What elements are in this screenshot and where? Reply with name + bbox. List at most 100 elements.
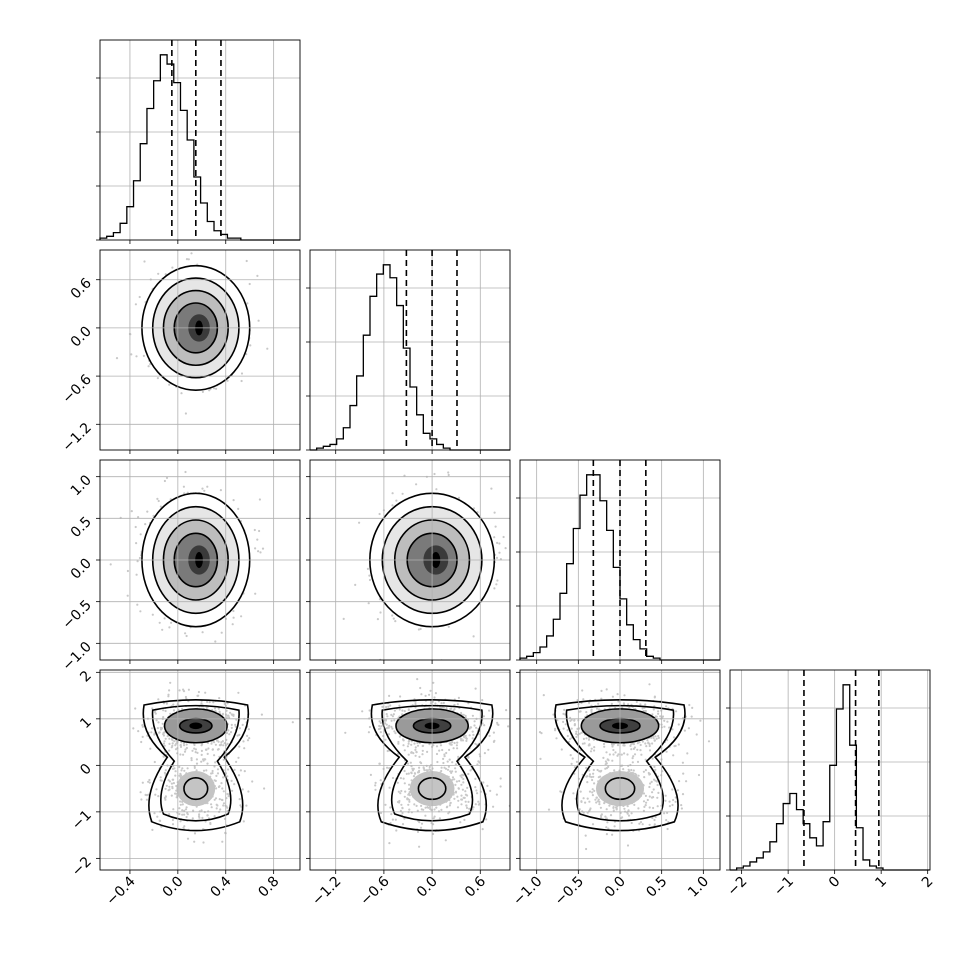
contour-panel-2-0: −1.0−0.50.00.51.0 [59,459,301,674]
contour-line [151,704,240,822]
contour-panel-3-1: −1.2 −0.6 0.0 0.6 [306,669,511,909]
scatter-point [424,694,427,698]
scatter-point [642,770,646,773]
scatter-point [179,803,182,806]
scatter-point [180,774,183,777]
scatter-point [475,726,478,729]
scatter-point [465,804,468,807]
scatter-point [446,760,449,763]
scatter-point [406,745,409,748]
scatter-point [214,743,217,746]
scatter-point [593,746,596,749]
scatter-point [585,775,588,778]
scatter-point [414,748,417,752]
scatter-point [646,798,649,802]
scatter-point [206,752,209,756]
scatter-point [451,776,455,779]
scatter-point [415,483,418,486]
scatter-point [413,772,417,775]
scatter-point [395,829,398,832]
scatter-point [217,748,220,751]
scatter-point [674,796,677,799]
scatter-point [456,741,459,744]
scatter-point [220,782,223,785]
scatter-point [170,746,173,749]
scatter-point [593,782,596,785]
scatter-point [388,842,391,845]
scatter-point [393,709,396,712]
scatter-point [443,755,446,758]
scatter-point [258,529,261,533]
scatter-point [222,790,225,793]
scatter-point [241,723,244,727]
scatter-point [384,722,387,725]
scatter-point [421,753,424,756]
scatter-point [450,707,453,710]
scatter-point [182,222,184,224]
scatter-point [445,707,448,710]
scatter-point [168,689,171,692]
scatter-point [242,820,245,823]
scatter-point [168,742,171,746]
scatter-point [447,765,450,768]
scatter-point [666,739,669,742]
scatter-point [386,749,389,753]
scatter-point [563,708,566,712]
scatter-point [159,728,163,731]
scatter-point [247,728,250,731]
scatter-point [420,693,423,696]
scatter-point [191,749,194,752]
scatter-point [200,749,203,753]
scatter-point [226,379,229,382]
scatter-point [428,693,431,696]
scatter-point [678,780,681,783]
scatter-point [432,744,435,747]
scatter-point [158,621,161,624]
scatter-point [623,694,626,697]
scatter-point [412,752,415,755]
panel-frame [309,249,511,451]
scatter-point [656,783,659,787]
scatter-point [433,815,436,818]
scatter-point [369,773,372,777]
scatter-point [137,516,140,519]
scatter-point [184,748,187,751]
scatter-point [164,709,167,713]
scatter-point [707,740,711,743]
scatter-point [629,744,632,748]
scatter-point [210,772,213,775]
scatter-point [435,488,438,491]
scatter-point [451,741,454,744]
scatter-point [388,786,391,789]
scatter-point [440,702,443,705]
scatter-point [400,803,403,806]
scatter-point [461,739,465,742]
scatter-point [445,751,448,755]
scatter-point [462,774,465,777]
scatter-point [397,742,400,745]
scatter-point [588,773,592,776]
scatter-point [191,817,194,820]
scatter-point [448,758,451,761]
scatter-point [457,496,461,499]
scatter-point [184,632,187,635]
scatter-point [653,823,656,826]
scatter-point [413,742,416,745]
scatter-point [218,798,221,801]
scatter-point [493,739,496,742]
scatter-point [419,627,422,631]
contour-panel-1-0: −1.2−0.60.00.6 [59,222,301,455]
scatter-point [354,583,357,587]
scatter-point [130,353,133,356]
scatter-point [164,737,167,740]
contour-panel-3-2: −1.0 −0.5 0.0 0.5 1.0 [510,669,721,909]
scatter-point [232,714,235,718]
scatter-point [257,319,260,322]
scatter-point [368,709,371,712]
scatter-point [181,813,184,816]
scatter-point [374,788,377,791]
scatter-point [454,770,457,773]
scatter-point [403,474,406,477]
scatter-point [193,840,196,843]
scatter-point [642,792,646,795]
